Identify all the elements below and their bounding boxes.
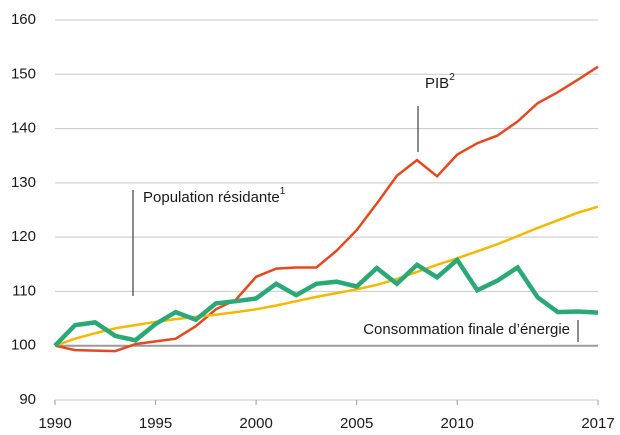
series-line bbox=[54, 65, 599, 353]
series-line bbox=[53, 256, 599, 348]
y-tick-label: 160 bbox=[11, 11, 36, 28]
y-tick-label: 90 bbox=[19, 391, 36, 408]
series-line bbox=[54, 205, 599, 347]
series-label: PIB2 bbox=[425, 72, 455, 92]
y-tick-label: 120 bbox=[11, 228, 36, 245]
series-name: PIB bbox=[425, 75, 449, 92]
x-tick-label: 2000 bbox=[239, 415, 272, 432]
y-tick-label: 130 bbox=[11, 174, 36, 191]
x-tick-label: 1990 bbox=[38, 415, 71, 432]
series-label: Consommation finale d’énergie bbox=[363, 321, 570, 338]
series-name: Consommation finale d’énergie bbox=[363, 321, 570, 338]
x-tick-label: 1995 bbox=[139, 415, 172, 432]
y-tick-label: 140 bbox=[11, 120, 36, 137]
series-label: Population résidante1 bbox=[143, 186, 286, 206]
footnote-mark: 1 bbox=[280, 186, 286, 197]
x-tick-label: 2010 bbox=[441, 415, 474, 432]
footnote-mark: 2 bbox=[449, 72, 455, 83]
y-tick-label: 110 bbox=[12, 282, 36, 299]
y-tick-label: 100 bbox=[11, 337, 36, 354]
x-tick-label: 2005 bbox=[340, 415, 373, 432]
series-name: Population résidante bbox=[143, 189, 280, 206]
x-tick-label: 2017 bbox=[581, 415, 614, 432]
y-tick-label: 150 bbox=[11, 65, 36, 82]
